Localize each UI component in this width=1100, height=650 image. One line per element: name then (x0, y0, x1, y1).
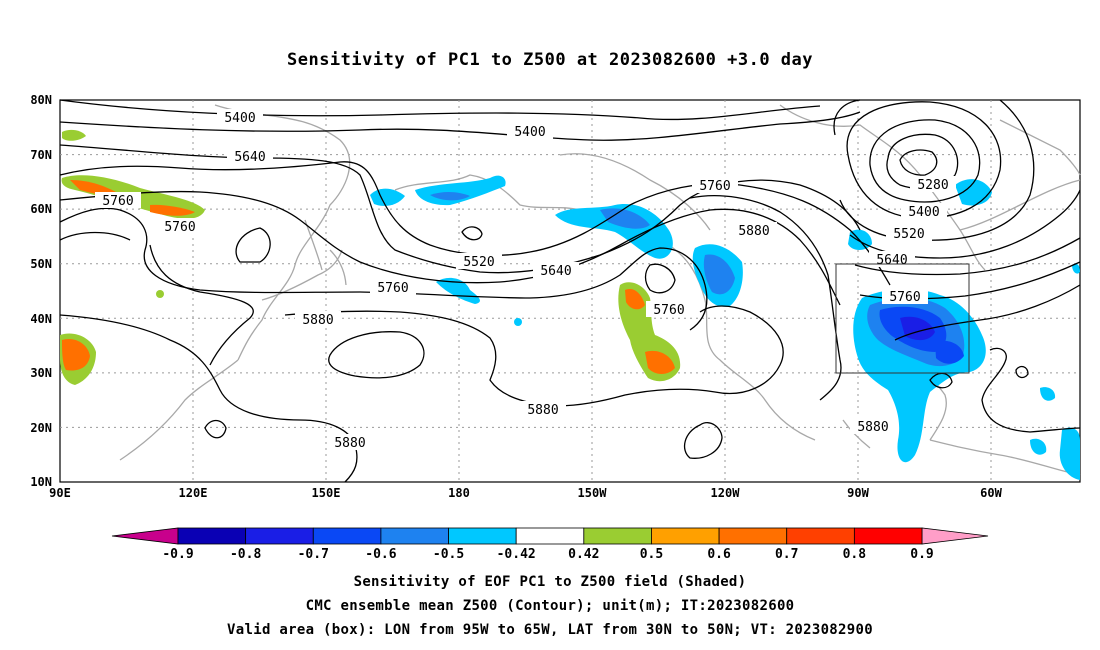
lon-label: 150E (312, 486, 341, 500)
lon-label: 150W (578, 486, 608, 500)
caption-line-1: Sensitivity of EOF PC1 to Z500 field (Sh… (353, 574, 747, 590)
caption-line-2: CMC ensemble mean Z500 (Contour); unit(m… (305, 598, 795, 614)
colorbar-swatch (718, 527, 788, 545)
contour-label: 5400 (908, 205, 939, 220)
lat-label: 30N (30, 366, 52, 380)
lat-label: 10N (30, 475, 52, 489)
colorbar-swatch (245, 527, 314, 545)
colorbar-segments (177, 527, 923, 545)
contour-label-group: 5400 5400 5640 5760 5760 5760 5520 5640 … (95, 109, 956, 451)
colorbar-tick-label: -0.8 (230, 547, 261, 562)
colorbar-tick-label: 0.5 (640, 547, 663, 562)
colorbar-swatch (177, 527, 247, 545)
contour-label: 5640 (876, 253, 907, 268)
lon-label: 120W (711, 486, 741, 500)
colorbar-left-end (111, 527, 179, 545)
lat-axis-labels: 80N 70N 60N 50N 40N 30N 20N 10N (30, 93, 52, 489)
contour-label: 5760 (164, 220, 195, 235)
colorbar-tick-label: 0.7 (775, 547, 798, 562)
lon-label: 90E (49, 486, 71, 500)
contour-label: 5640 (540, 264, 571, 279)
contour-label: 5880 (738, 224, 769, 239)
lon-axis-labels: 90E 120E 150E 180 150W 120W 90W 60W (49, 486, 1002, 500)
colorbar-tick-label: 0.8 (843, 547, 867, 562)
colorbar-swatch (515, 527, 585, 545)
contour-label: 5640 (234, 150, 265, 165)
colorbar-tick-label: 0.6 (707, 547, 731, 562)
contour-label: 5880 (334, 436, 365, 451)
lon-label: 180 (448, 486, 470, 500)
caption-line-3: Valid area (box): LON from 95W to 65W, L… (227, 622, 873, 638)
figure-title: Sensitivity of PC1 to Z500 at 2023082600… (286, 50, 813, 70)
contour-label: 5760 (102, 194, 133, 209)
lat-label: 50N (30, 257, 52, 271)
colorbar-tick-label: 0.42 (568, 547, 599, 562)
lat-label: 20N (30, 421, 52, 435)
contour-label: 5520 (463, 255, 494, 270)
shading-negative (370, 175, 1080, 480)
colorbar-tick-label: -0.5 (433, 547, 464, 562)
contour-label: 5880 (527, 403, 558, 418)
lon-label: 90W (847, 486, 869, 500)
lat-label: 80N (30, 93, 52, 107)
lon-label: 60W (980, 486, 1002, 500)
colorbar: -0.9 -0.8 -0.7 -0.6 -0.5 -0.42 0.42 0.5 0.6 0.7 0.… (111, 527, 989, 562)
colorbar-swatch (853, 527, 923, 545)
colorbar-swatch (786, 527, 855, 545)
lat-label: 70N (30, 148, 52, 162)
colorbar-swatch (651, 527, 720, 545)
colorbar-swatch (312, 527, 382, 545)
lat-label: 60N (30, 202, 52, 216)
contour-label: 5760 (889, 290, 920, 305)
contour-label: 5880 (857, 420, 888, 435)
colorbar-labels: -0.9 -0.8 -0.7 -0.6 -0.5 -0.42 0.42 0.5 0.6 0.7 0.… (162, 547, 933, 562)
colorbar-tick-label: -0.42 (497, 547, 536, 562)
contour-label: 5280 (917, 178, 948, 193)
colorbar-tick-label: -0.7 (298, 547, 329, 562)
z500-contours (59, 99, 1081, 483)
contour-label: 5400 (224, 111, 255, 126)
contour-label: 5400 (514, 125, 545, 140)
colorbar-swatch (380, 527, 449, 545)
colorbar-tick-label: -0.9 (162, 547, 193, 562)
colorbar-tick-label: 0.9 (910, 547, 933, 562)
contour-label: 5880 (302, 313, 333, 328)
colorbar-swatch (448, 527, 517, 545)
colorbar-tick-label: -0.6 (365, 547, 396, 562)
contour-label: 5760 (377, 281, 408, 296)
contour-label: 5520 (893, 227, 924, 242)
contour-label: 5760 (699, 179, 730, 194)
lon-label: 120E (179, 486, 208, 500)
lat-label: 40N (30, 312, 52, 326)
colorbar-right-end (921, 527, 989, 545)
valid-area-box (835, 263, 970, 374)
contour-label: 5760 (653, 303, 684, 318)
colorbar-swatch (583, 527, 652, 545)
